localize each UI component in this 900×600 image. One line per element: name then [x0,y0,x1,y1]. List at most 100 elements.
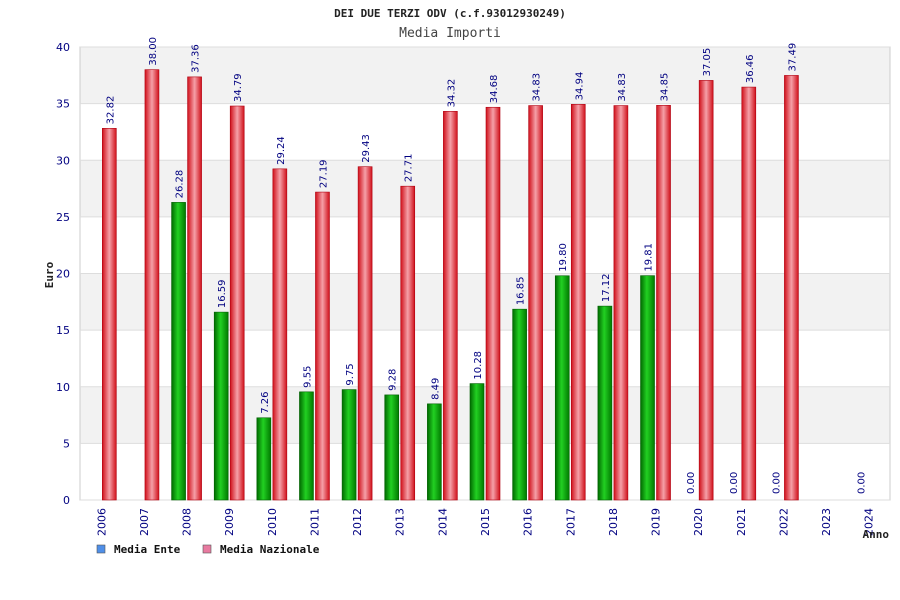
data-label: 9.55 [302,366,313,388]
y-axis-label: Euro [43,261,56,288]
bar-media-ente [597,305,613,501]
data-label: 34.32 [446,79,457,108]
data-label: 16.59 [217,279,228,308]
x-tick-label: 2006 [95,508,108,536]
y-tick-label: 25 [56,211,70,224]
x-axis-label: Anno [863,528,890,541]
bar-media-nazionale [272,168,288,501]
data-label: 34.83 [532,73,543,102]
data-label: 0.00 [771,472,782,494]
bar-media-nazionale [698,80,714,501]
x-tick-label: 2024 [863,508,876,536]
data-label: 29.43 [361,134,372,163]
x-tick-label: 2022 [777,508,790,536]
x-tick-label: 2023 [820,508,833,536]
bar-media-nazionale [784,75,799,501]
bar-media-nazionale [400,185,416,501]
legend-swatch [202,544,212,554]
x-tick-label: 2014 [436,508,449,536]
bar-media-ente [554,275,570,501]
data-label: 17.12 [601,273,612,302]
bar-media-nazionale [570,104,586,501]
bar-media-nazionale [656,105,671,501]
x-axis-ticks: 2006 2007 2008 2009 2010 2011 2012 2013 2014 2015… [95,508,875,536]
data-label: 36.46 [745,54,756,83]
y-tick-label: 15 [56,324,70,337]
x-tick-label: 2015 [479,508,492,536]
y-axis-ticks: 0 5 10 15 20 25 30 35 40 [56,41,70,507]
bar-media-nazionale [485,106,501,501]
bar-media-nazionale [613,105,629,501]
bar-media-nazionale [443,111,458,501]
data-label: 34.68 [489,75,500,104]
bar-media-nazionale [187,76,202,501]
data-label: 38.00 [148,37,159,66]
bar-media-ente [469,383,485,501]
data-label: 37.05 [702,48,713,77]
data-label: 37.49 [787,43,798,72]
chart-title: DEI DUE TERZI ODV (c.f.93012930249) [334,7,566,20]
legend-label: Media Nazionale [220,543,320,556]
data-label: 34.79 [233,73,244,102]
x-tick-label: 2012 [351,508,364,536]
bar-media-ente [512,308,527,501]
x-tick-label: 2021 [735,508,748,536]
legend-swatch [96,544,106,554]
x-tick-label: 2013 [394,508,407,536]
y-tick-label: 30 [56,154,70,167]
x-tick-label: 2011 [308,508,321,536]
x-tick-label: 2008 [181,508,194,536]
x-tick-label: 2018 [607,508,620,536]
bar-media-nazionale [229,105,245,501]
data-label: 7.26 [260,392,271,414]
y-tick-label: 5 [63,437,70,450]
legend: Media Ente Media Nazionale [96,543,320,556]
bar-media-ente [640,275,655,501]
x-tick-label: 2016 [522,508,535,536]
data-label: 27.19 [318,159,329,188]
data-label: 34.94 [574,72,585,101]
bar-media-ente [299,391,314,501]
bar-media-ente [256,417,272,501]
data-label: 26.28 [175,170,186,199]
data-label: 37.36 [191,44,202,73]
data-label: 34.83 [617,73,628,102]
x-tick-label: 2007 [138,508,151,536]
y-tick-label: 0 [63,494,70,507]
bar-media-ente [384,394,400,501]
data-labels: 32.82 38.00 26.28 37.36 16.59 34.79 7.26 29.24 9… [105,37,867,494]
chart-subtitle: Media Importi [399,26,501,41]
bar-media-nazionale [357,166,373,501]
data-label: 8.49 [430,378,441,400]
x-tick-label: 2017 [564,508,577,536]
data-label: 29.24 [276,136,287,165]
y-tick-label: 10 [56,381,70,394]
bar-media-nazionale [741,86,757,501]
bar-media-nazionale [528,105,543,501]
data-label: 19.81 [644,243,655,272]
data-label: 32.82 [105,96,116,125]
data-label: 9.75 [345,363,356,385]
y-tick-label: 20 [56,268,70,281]
y-tick-label: 40 [56,41,70,54]
bar-media-ente [341,389,357,501]
bar-media-ente [213,311,229,501]
x-tick-label: 2010 [266,508,279,536]
data-label: 0.00 [857,472,868,494]
x-tick-label: 2019 [650,508,663,536]
data-label: 10.28 [473,351,484,380]
bar-media-nazionale [144,69,160,501]
data-label: 0.00 [686,472,697,494]
legend-label: Media Ente [114,543,181,556]
bar-media-nazionale [315,191,330,501]
bars [102,69,799,501]
bar-media-nazionale [102,128,117,501]
data-label: 16.85 [516,277,527,306]
data-label: 19.80 [558,243,569,272]
y-tick-label: 35 [56,98,70,111]
bar-media-ente [427,403,442,501]
bar-media-ente [171,202,186,501]
x-tick-label: 2009 [223,508,236,536]
